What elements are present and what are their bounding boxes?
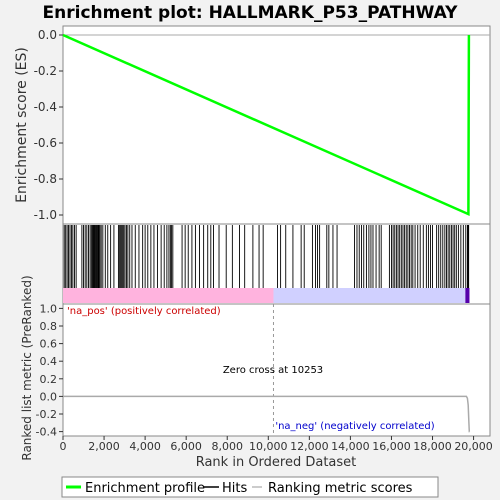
xtick-label: 8,000: [211, 440, 243, 453]
zero-cross-label: Zero cross at 10253: [223, 365, 323, 376]
xtick-label: 6,000: [170, 440, 202, 453]
band-extreme: [465, 288, 470, 303]
xtick-label: 10,000: [249, 440, 288, 453]
xtick-label: 18,000: [413, 440, 452, 453]
metric-ytick-label: -0.2: [36, 408, 57, 421]
rank-color-band: [63, 288, 470, 303]
legend-profile-label: Enrichment profile: [85, 481, 205, 496]
xlabel: Rank in Ordered Dataset: [196, 455, 357, 470]
es-ytick-label: 0.0: [38, 28, 57, 42]
xtick-label: 2,000: [88, 440, 120, 453]
hit-marks: [63, 225, 470, 288]
metric-ytick-label: 0.4: [40, 355, 58, 368]
legend-hits-label: Hits: [222, 481, 247, 496]
pos-correlated-label: 'na_pos' (positively correlated): [67, 306, 221, 317]
metric-ytick-label: 0.8: [40, 320, 58, 333]
metric-ytick-label: 0.2: [40, 373, 58, 386]
es-y-axis: 0.0 -0.2 -0.4 -0.6 -0.8 -1.0: [34, 28, 490, 222]
legend-box: [61, 476, 439, 498]
metric-y-axis: 1.0 0.8 0.6 0.4 0.2 0.0 -0.2 -0.4: [36, 302, 274, 439]
es-series-line: [62, 33, 471, 217]
metric-series-line: [63, 395, 471, 433]
neg-correlated-label: 'na_neg' (negatively correlated): [275, 421, 434, 432]
rank-x-axis: 0 2,000 4,000 6,000 8,000 10,000 12,000 14,000 1…: [60, 436, 493, 453]
metric-ytick-label: -0.4: [36, 426, 57, 439]
xtick-label: 4,000: [129, 440, 161, 453]
es-curve: [62, 33, 471, 217]
es-ytick-label: -0.6: [34, 136, 57, 150]
es-ytick-label: -0.8: [34, 172, 57, 186]
metric-ytick-label: 1.0: [40, 302, 58, 315]
metric-panel: [62, 303, 491, 437]
band-positive: [63, 288, 274, 303]
xtick-label: 14,000: [331, 440, 370, 453]
es-ytick-label: -0.2: [34, 64, 57, 78]
legend-metric-label: Ranking metric scores: [268, 481, 413, 496]
xtick-label: 12,000: [290, 440, 329, 453]
metric-ytick-label: 0.0: [40, 390, 58, 403]
chart-title: Enrichment plot: HALLMARK_P53_PATHWAY: [43, 3, 459, 23]
es-ylabel: Enrichment score (ES): [14, 47, 30, 203]
metric-ytick-label: 0.6: [40, 338, 58, 351]
band-negative: [273, 288, 466, 303]
es-ytick-label: -0.4: [34, 100, 57, 114]
metric-ylabel: Ranked list metric (PreRanked): [20, 275, 34, 460]
xtick-label: 0: [60, 440, 67, 453]
es-ytick-label: -1.0: [34, 208, 57, 222]
metric-curve: [63, 395, 471, 433]
xtick-label: 16,000: [372, 440, 411, 453]
xtick-label: 20,000: [454, 440, 493, 453]
